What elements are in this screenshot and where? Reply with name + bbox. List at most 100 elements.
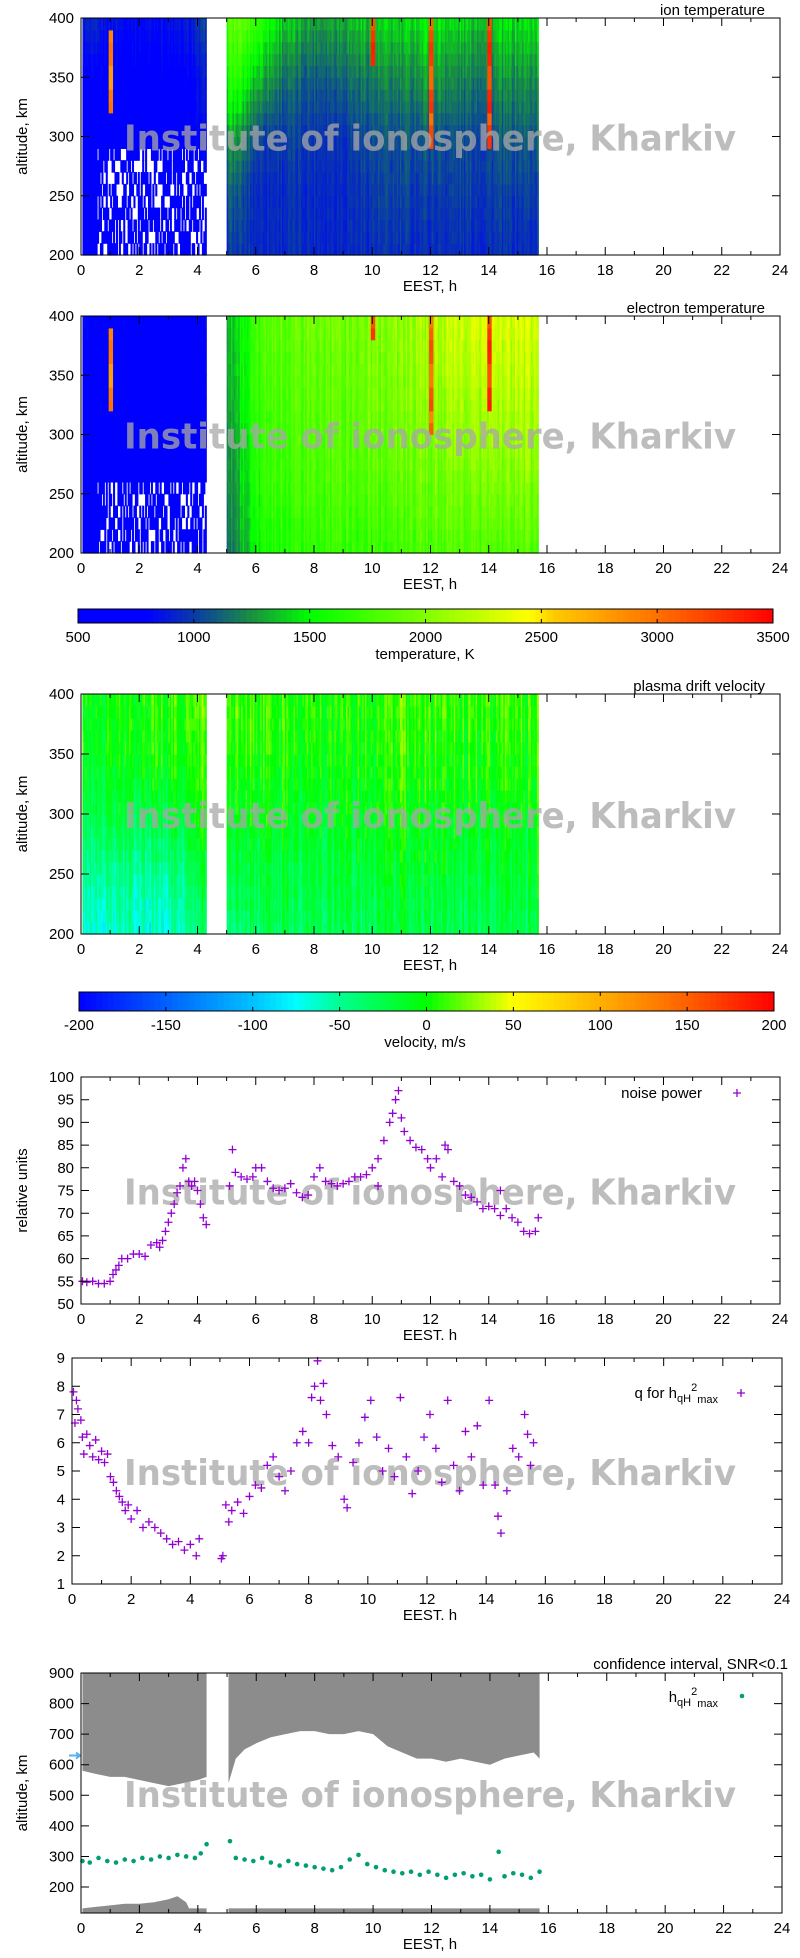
heatmap-cell (198, 18, 202, 31)
heatmap-cell (121, 112, 124, 126)
heatmap-cell (200, 231, 203, 244)
heatmap-cell (190, 195, 193, 209)
heatmap-cell (111, 243, 114, 256)
heatmap-cell (97, 160, 100, 173)
heatmap-cell (152, 100, 155, 114)
heatmap-cell (150, 100, 153, 114)
heatmap-cell (127, 18, 130, 31)
heatmap-cell (134, 219, 137, 232)
heatmap-cell (82, 172, 85, 185)
heatmap-cell (178, 172, 181, 185)
heatmap-cell (166, 100, 169, 114)
heatmap-cell (155, 136, 158, 149)
heatmap-cell (114, 77, 117, 90)
heatmap-cell (158, 112, 161, 126)
heatmap-cell (165, 53, 168, 66)
heatmap-cell (85, 112, 88, 126)
heatmap-cell (203, 77, 206, 90)
heatmap-cell (175, 53, 178, 66)
heatmap-cell (171, 89, 174, 102)
heatmap-cell (143, 112, 146, 126)
heatmap-cell (162, 136, 165, 149)
heatmap-cell (197, 100, 200, 114)
heatmap-cell (156, 100, 159, 114)
heatmap-cell (91, 112, 94, 126)
heatmap-cell (153, 219, 156, 232)
heatmap-cell (108, 18, 111, 31)
heatmap-cell (89, 18, 92, 31)
heatmap-cell (169, 243, 172, 256)
heatmap-cell (181, 100, 184, 114)
heatmap-cell (172, 89, 175, 102)
heatmap-cell (149, 195, 152, 209)
heatmap-cell (153, 53, 156, 66)
heatmap-cell (82, 112, 85, 126)
heatmap-cell (177, 100, 180, 114)
heatmap-cell (92, 89, 95, 102)
heatmap-cell (121, 124, 124, 138)
heatmap-cell (117, 29, 120, 43)
heatmap-cell (142, 219, 145, 232)
heatmap-cell (88, 65, 91, 78)
heatmap-cell (180, 77, 183, 90)
heatmap-cell (143, 65, 146, 78)
heatmap-cell (184, 231, 187, 244)
heatmap-cell (168, 18, 171, 31)
heatmap-cell (191, 100, 194, 114)
heatmap-cell (107, 124, 110, 138)
heatmap-cell (187, 136, 190, 149)
heatmap-cell (82, 231, 85, 244)
heatmap-cell (105, 160, 108, 173)
heatmap-cell (169, 89, 172, 102)
heatmap-cell (182, 136, 185, 149)
heatmap-cell (177, 18, 180, 31)
heatmap-cell (89, 41, 92, 55)
heatmap-cell (184, 53, 187, 66)
heatmap-cell (169, 148, 172, 161)
heatmap-cell (193, 136, 196, 149)
heatmap-cell (83, 195, 86, 209)
heatmap-cell (172, 29, 175, 43)
heatmap-cell (115, 231, 119, 244)
heatmap-cell (139, 231, 142, 244)
heatmap-cell (83, 65, 86, 78)
heatmap-cell (118, 219, 121, 232)
heatmap-cell (166, 41, 169, 55)
heatmap-cell (114, 243, 117, 256)
heatmap-cell (117, 207, 120, 221)
heatmap-cell (95, 243, 98, 256)
heatmap-cell (115, 89, 119, 102)
heatmap-cell (102, 53, 105, 66)
heatmap-cell (124, 18, 127, 31)
heatmap-cell (162, 100, 165, 114)
heatmap-cell (174, 172, 177, 185)
heatmap-cell (226, 195, 229, 209)
heatmap-cell (149, 124, 152, 138)
heatmap-cell (114, 183, 117, 197)
heatmap-cell (123, 112, 126, 126)
heatmap-cell (175, 148, 178, 161)
heatmap-cell (161, 100, 164, 114)
heatmap-cell (89, 195, 92, 209)
heatmap-cell (177, 219, 180, 232)
heatmap-cell (133, 195, 136, 209)
heatmap-cell (184, 243, 187, 256)
heatmap-cell (196, 100, 199, 114)
heatmap-cell (191, 29, 194, 43)
heatmap-cell (232, 100, 235, 114)
heatmap-cell (101, 148, 104, 161)
heatmap-cell (136, 112, 139, 126)
heatmap-cell (200, 172, 203, 185)
heatmap-cell (174, 148, 177, 161)
heatmap-cell (118, 89, 121, 102)
heatmap-cell (182, 100, 185, 114)
heatmap-cell (175, 195, 178, 209)
heatmap-cell (117, 18, 120, 31)
heatmap-cell (162, 89, 165, 102)
heatmap-cell (83, 41, 86, 55)
heatmap-cell (228, 160, 231, 173)
heatmap-cell (120, 112, 123, 126)
heatmap-cell (228, 41, 231, 55)
heatmap-cell (82, 207, 85, 221)
heatmap-cell (159, 89, 162, 102)
